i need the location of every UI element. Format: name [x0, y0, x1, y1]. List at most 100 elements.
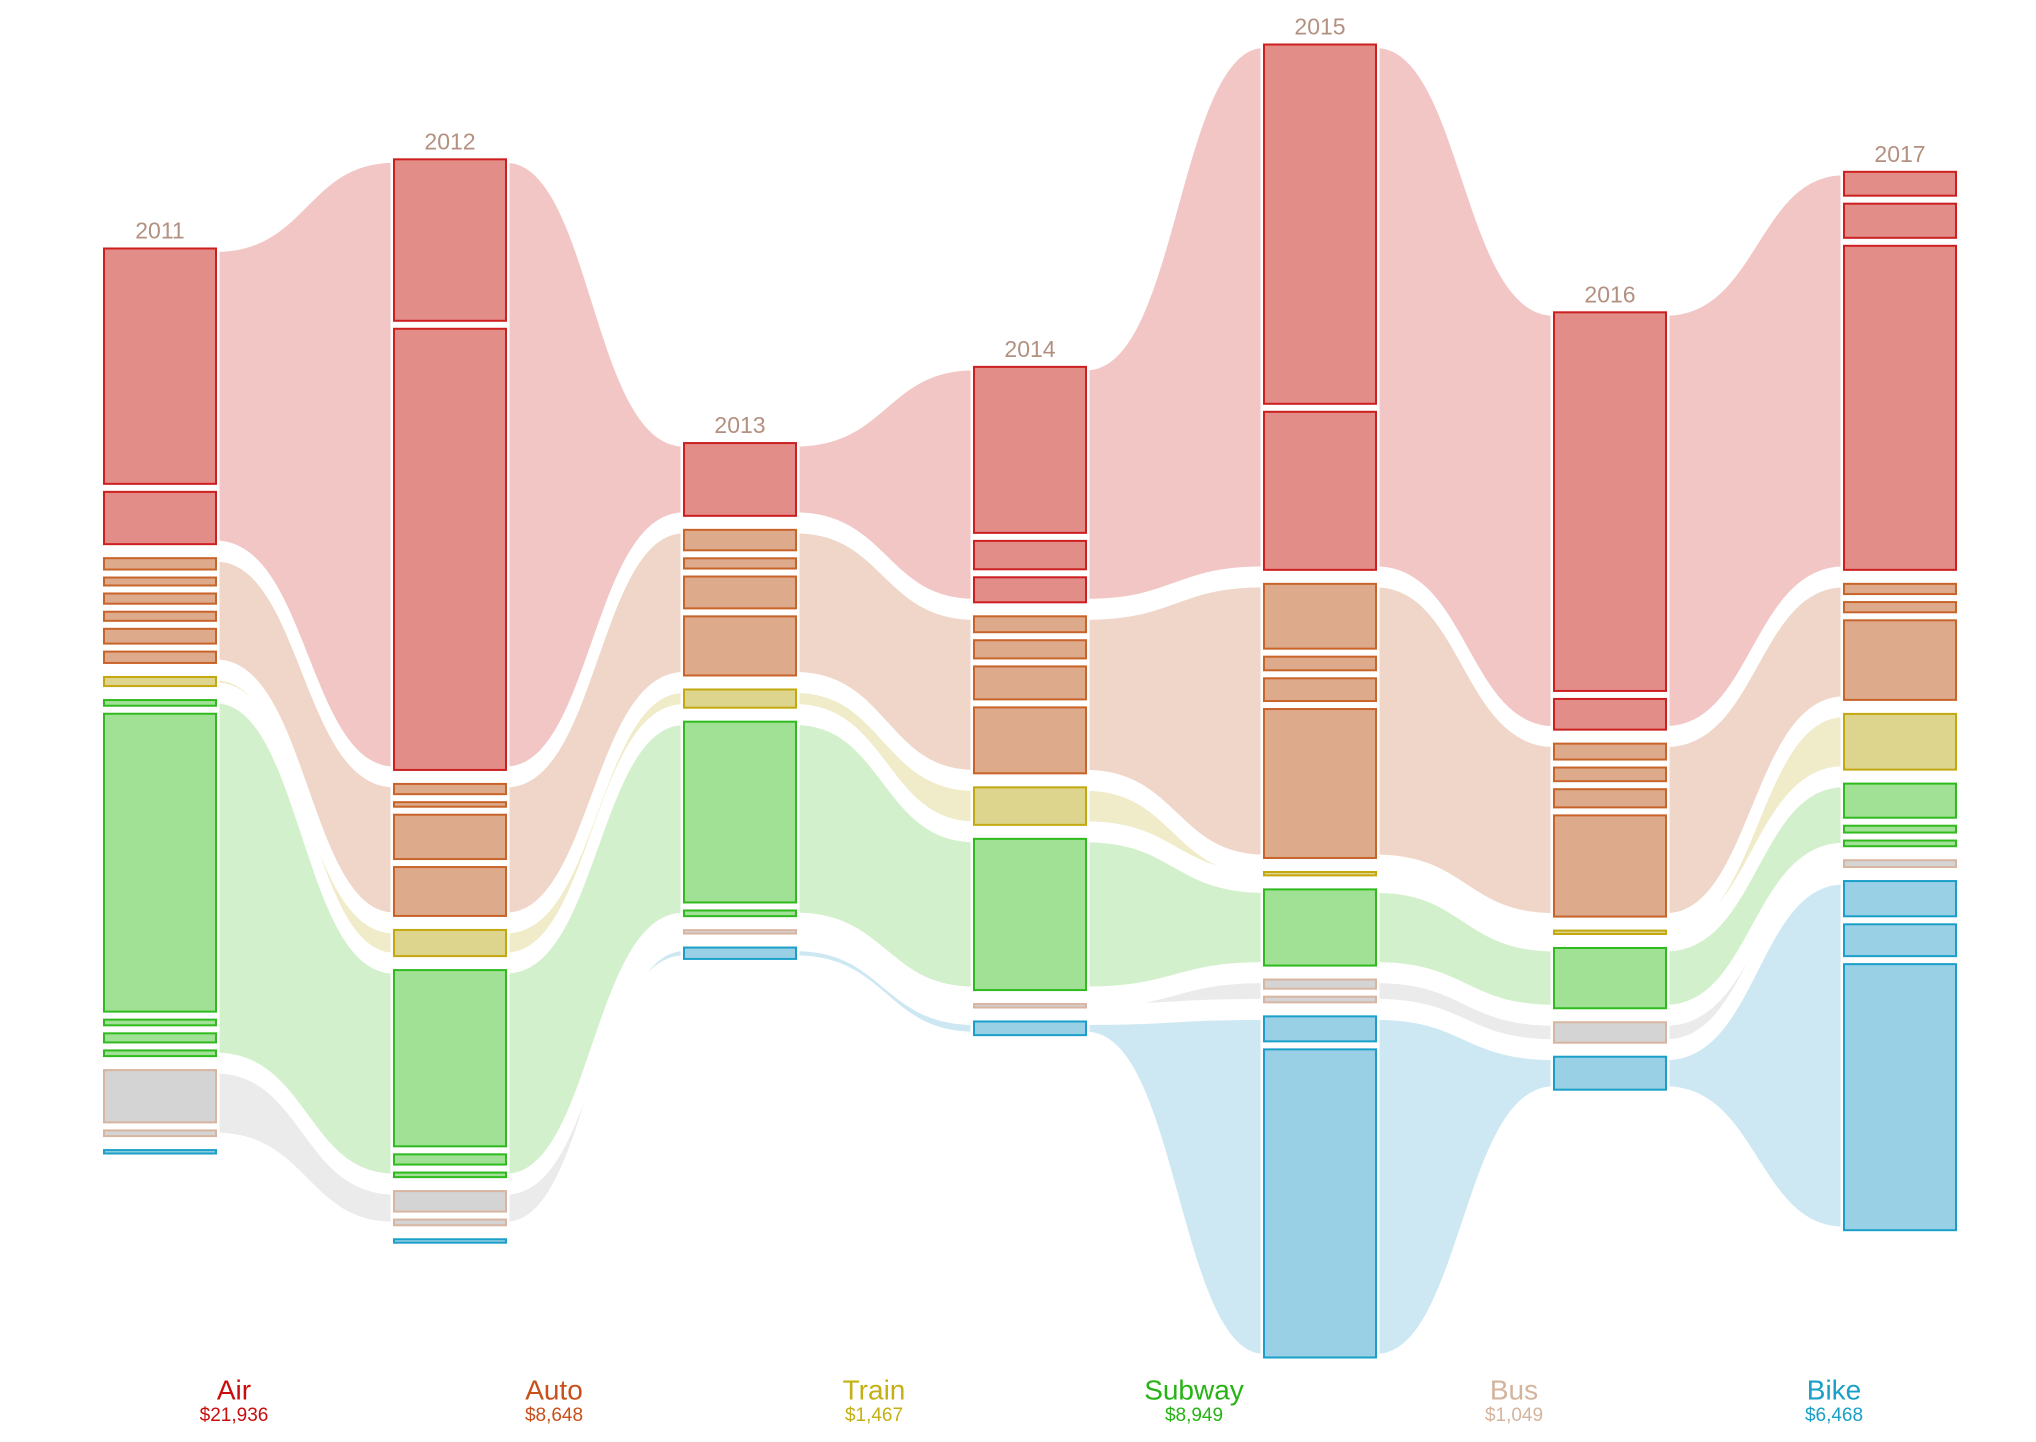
segment [973, 639, 1087, 660]
legend-total: $6,468 [1805, 1405, 1863, 1426]
segment [103, 1018, 217, 1027]
segment [103, 1049, 217, 1058]
segment [1263, 978, 1377, 990]
segment [1843, 782, 1957, 819]
segment [393, 1171, 507, 1179]
segment [393, 1238, 507, 1244]
segment [103, 1032, 217, 1044]
segment [393, 801, 507, 808]
segment [683, 946, 797, 960]
segment [973, 576, 1087, 604]
segment [393, 327, 507, 771]
segment [1843, 963, 1957, 1232]
segment [103, 247, 217, 485]
legend-name: Bus [1490, 1374, 1538, 1405]
segment [1843, 202, 1957, 239]
legend-name: Train [843, 1374, 906, 1405]
legend-total: $1,467 [845, 1405, 903, 1426]
legend-name: Subway [1144, 1374, 1244, 1405]
boxes: 2011 2012 2013 2014 2015 2016 2017 [103, 14, 1957, 1359]
segment [1263, 888, 1377, 967]
segment [103, 610, 217, 622]
segment [103, 490, 217, 546]
year-label: 2016 [1584, 281, 1635, 307]
year-label: 2014 [1004, 336, 1055, 362]
year-label: 2013 [714, 412, 765, 438]
segment [393, 813, 507, 861]
segment [103, 592, 217, 605]
segment [683, 575, 797, 610]
segment [973, 665, 1087, 701]
segment [393, 782, 507, 796]
segment [973, 706, 1087, 775]
segment [1263, 708, 1377, 859]
segment [1843, 880, 1957, 918]
segment [393, 969, 507, 1148]
segment [103, 627, 217, 645]
segment [103, 1149, 217, 1155]
segment [683, 528, 797, 552]
segment [973, 615, 1087, 634]
segment [1843, 859, 1957, 869]
segment [1553, 929, 1667, 935]
segment [1263, 677, 1377, 703]
segment [973, 786, 1087, 826]
segment [393, 1218, 507, 1227]
segment [683, 442, 797, 517]
legend-name: Bike [1807, 1374, 1861, 1405]
segment [973, 539, 1087, 571]
segment [1843, 170, 1957, 197]
flow [1082, 1012, 1268, 1362]
segment [1553, 946, 1667, 1010]
segment [1263, 582, 1377, 650]
segment [1843, 824, 1957, 834]
flow [212, 155, 398, 774]
segment [103, 557, 217, 571]
flow [1082, 40, 1268, 606]
segment [683, 929, 797, 935]
segment [103, 650, 217, 664]
segment [1843, 601, 1957, 614]
year-label: 2015 [1294, 14, 1345, 40]
segment [103, 1129, 217, 1138]
legend-total: $8,949 [1165, 1405, 1223, 1426]
segment [1553, 697, 1667, 731]
segment [393, 928, 507, 958]
year-label: 2011 [135, 218, 184, 244]
segment [1263, 995, 1377, 1004]
segment [1553, 814, 1667, 918]
segment [683, 688, 797, 709]
segment [1263, 1015, 1377, 1043]
segment [1843, 839, 1957, 848]
segment [1553, 311, 1667, 692]
legend-total: $1,049 [1485, 1405, 1543, 1426]
legend-total: $21,936 [200, 1405, 269, 1426]
segment [1843, 923, 1957, 958]
segment [683, 615, 797, 677]
legend-name: Air [217, 1374, 251, 1405]
segment [1553, 1055, 1667, 1091]
segment [683, 720, 797, 904]
segment [393, 158, 507, 322]
segment [393, 1190, 507, 1213]
segment [103, 675, 217, 688]
segment [1263, 410, 1377, 571]
legend-name: Auto [525, 1374, 583, 1405]
segment [973, 837, 1087, 992]
segment [973, 365, 1087, 534]
flow [1082, 976, 1268, 1011]
flow [1082, 835, 1268, 994]
segment [973, 1020, 1087, 1037]
year-label: 2017 [1874, 141, 1925, 167]
segment [973, 1003, 1087, 1009]
segment [1553, 788, 1667, 809]
segment [683, 557, 797, 570]
segment [1843, 582, 1957, 596]
segment [1553, 766, 1667, 783]
segment [393, 866, 507, 917]
year-label: 2012 [424, 128, 475, 154]
segment [1263, 1048, 1377, 1359]
segment [1843, 244, 1957, 571]
segment [103, 1069, 217, 1124]
